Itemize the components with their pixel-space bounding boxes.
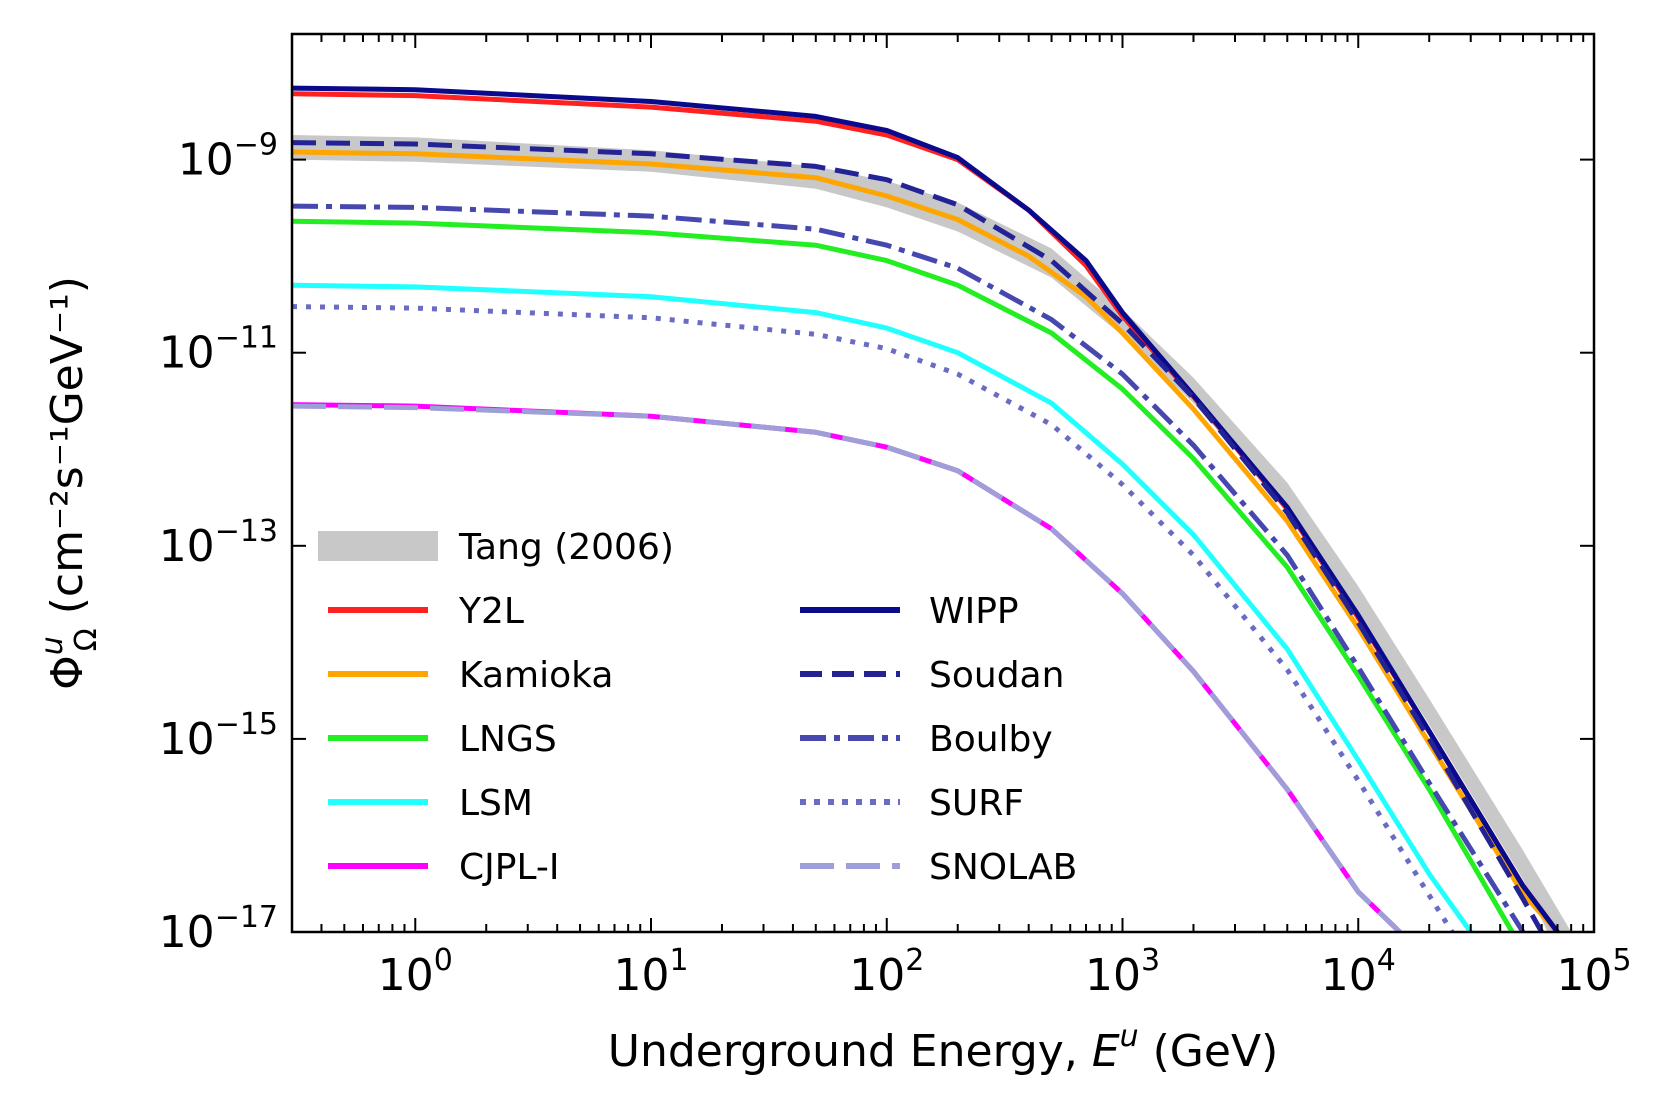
legend-entry-soudan: Soudan (800, 655, 1064, 696)
y-tick-label: 10−9 (178, 128, 278, 186)
legend-label-lngs: LNGS (459, 719, 557, 760)
legend-entry-boulby: Boulby (800, 719, 1053, 760)
x-axis-label-symbol: E (1092, 1026, 1120, 1077)
series-line-snolab (292, 403, 1402, 932)
legend-label-wipp: WIPP (929, 591, 1019, 632)
y-axis-label-symbol: Φ (42, 655, 93, 690)
x-tick-label: 100 (378, 943, 453, 1001)
x-tick-label: 105 (1556, 943, 1631, 1001)
y-axis-label-sub: Ω (69, 628, 104, 651)
series-line-soudan (292, 140, 1544, 932)
x-axis-label-unit: (GeV) (1139, 1026, 1279, 1077)
y-tick-label: 10−15 (159, 707, 278, 765)
x-axis-label: Underground Energy, Eu (GeV) (608, 1019, 1279, 1077)
legend-entry-snolab: SNOLAB (800, 847, 1077, 888)
series-line-lngs (292, 218, 1515, 932)
legend-entry-cjpl: CJPL-I (328, 847, 560, 888)
legend: Tang (2006) Y2L Kamioka LNGS LSM CJPL-I … (318, 527, 1077, 888)
y-axis-label-unit: (cm⁻²s⁻¹GeV⁻¹) (42, 276, 93, 614)
legend-label-kamioka: Kamioka (459, 655, 613, 696)
y-axis-label: ΦuΩ (cm⁻²s⁻¹GeV⁻¹) (35, 276, 104, 690)
legend-label-surf: SURF (929, 783, 1024, 824)
legend-entry-surf: SURF (800, 783, 1024, 824)
legend-label-snolab: SNOLAB (929, 847, 1077, 888)
plot-frame (290, 32, 1596, 934)
legend-entry-wipp: WIPP (800, 591, 1019, 632)
series-band-tang-2006 (292, 135, 1572, 932)
y-axis-label-sup: u (35, 636, 70, 655)
x-tick-label: 101 (613, 943, 688, 1001)
series-line-boulby (292, 203, 1526, 932)
legend-label-lsm: LSM (459, 783, 533, 824)
x-axis-label-sup: u (1120, 1019, 1139, 1054)
x-tick-label: 103 (1085, 943, 1160, 1001)
x-axis-label-text: Underground Energy, (608, 1026, 1092, 1077)
legend-entry-y2l: Y2L (328, 591, 524, 632)
x-tick-label: 104 (1321, 943, 1396, 1001)
legend-entry-kamioka: Kamioka (328, 655, 613, 696)
series-line-kamioka (292, 149, 1560, 932)
series-line-wipp (292, 85, 1560, 932)
x-tick-label: 102 (849, 943, 924, 1001)
legend-entry-tang: Tang (2006) (318, 527, 674, 568)
legend-label-y2l: Y2L (458, 591, 524, 632)
legend-label-soudan: Soudan (929, 655, 1064, 696)
legend-label-tang: Tang (2006) (458, 527, 674, 568)
y-tick-label: 10−11 (159, 321, 278, 379)
y-tick-label: 10−13 (159, 514, 278, 572)
legend-entry-lsm: LSM (328, 783, 533, 824)
series-line-lsm (292, 282, 1473, 932)
legend-label-boulby: Boulby (929, 719, 1053, 760)
y-tick-label: 10−17 (159, 900, 278, 958)
legend-label-cjpl: CJPL-I (459, 847, 560, 888)
legend-entry-lngs: LNGS (328, 719, 557, 760)
